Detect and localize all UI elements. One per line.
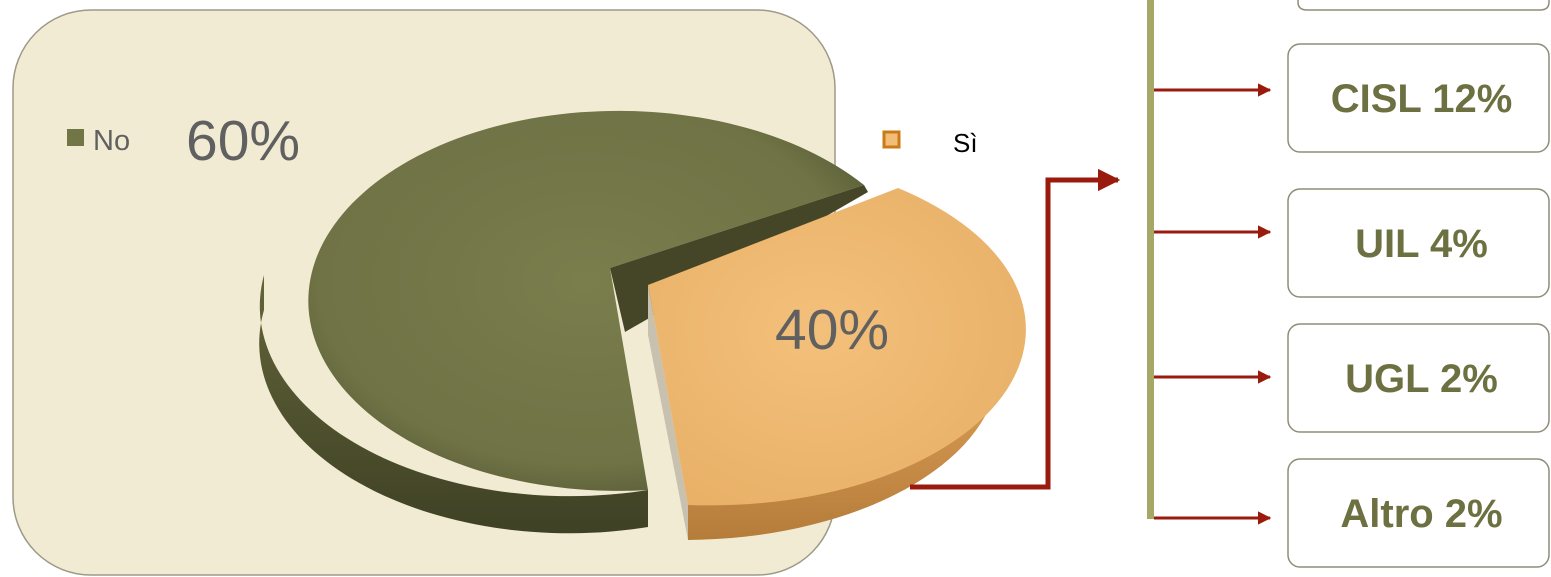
legend-label-si: Sì [953,128,978,158]
breakdown-box-cisl [1287,43,1550,153]
breakdown-box-top-partial [1297,0,1550,11]
breakdown-box-uil [1287,188,1550,298]
slice-si-group [648,188,1026,540]
slice-no-top [308,110,864,491]
legend-swatch-si [882,130,901,149]
breakdown-label-altro: Altro 2% [1340,492,1502,536]
legend-swatch-no [67,129,84,146]
breakdown-label-cisl: CISL 12% [1331,77,1513,121]
legend-label-no: No [93,125,130,157]
slice-no-side [259,275,648,534]
slice-si-top [648,188,1026,506]
connector-arrow [910,168,1121,490]
breakdown-box-altro [1287,458,1550,568]
slice-si-inner-face [648,285,688,540]
data-label-no: 60% [186,109,300,173]
breakdown-box-ugl [1287,323,1550,433]
data-label-si: 40% [775,298,889,362]
breakdown-label-uil: UIL 4% [1355,222,1488,266]
breakdown-label-ugl: UGL 2% [1345,357,1498,401]
breakdown-bar [1147,0,1154,519]
breakdown-list: CISL 12% UIL 4% UGL 2% Altro 2% [1154,43,1550,568]
